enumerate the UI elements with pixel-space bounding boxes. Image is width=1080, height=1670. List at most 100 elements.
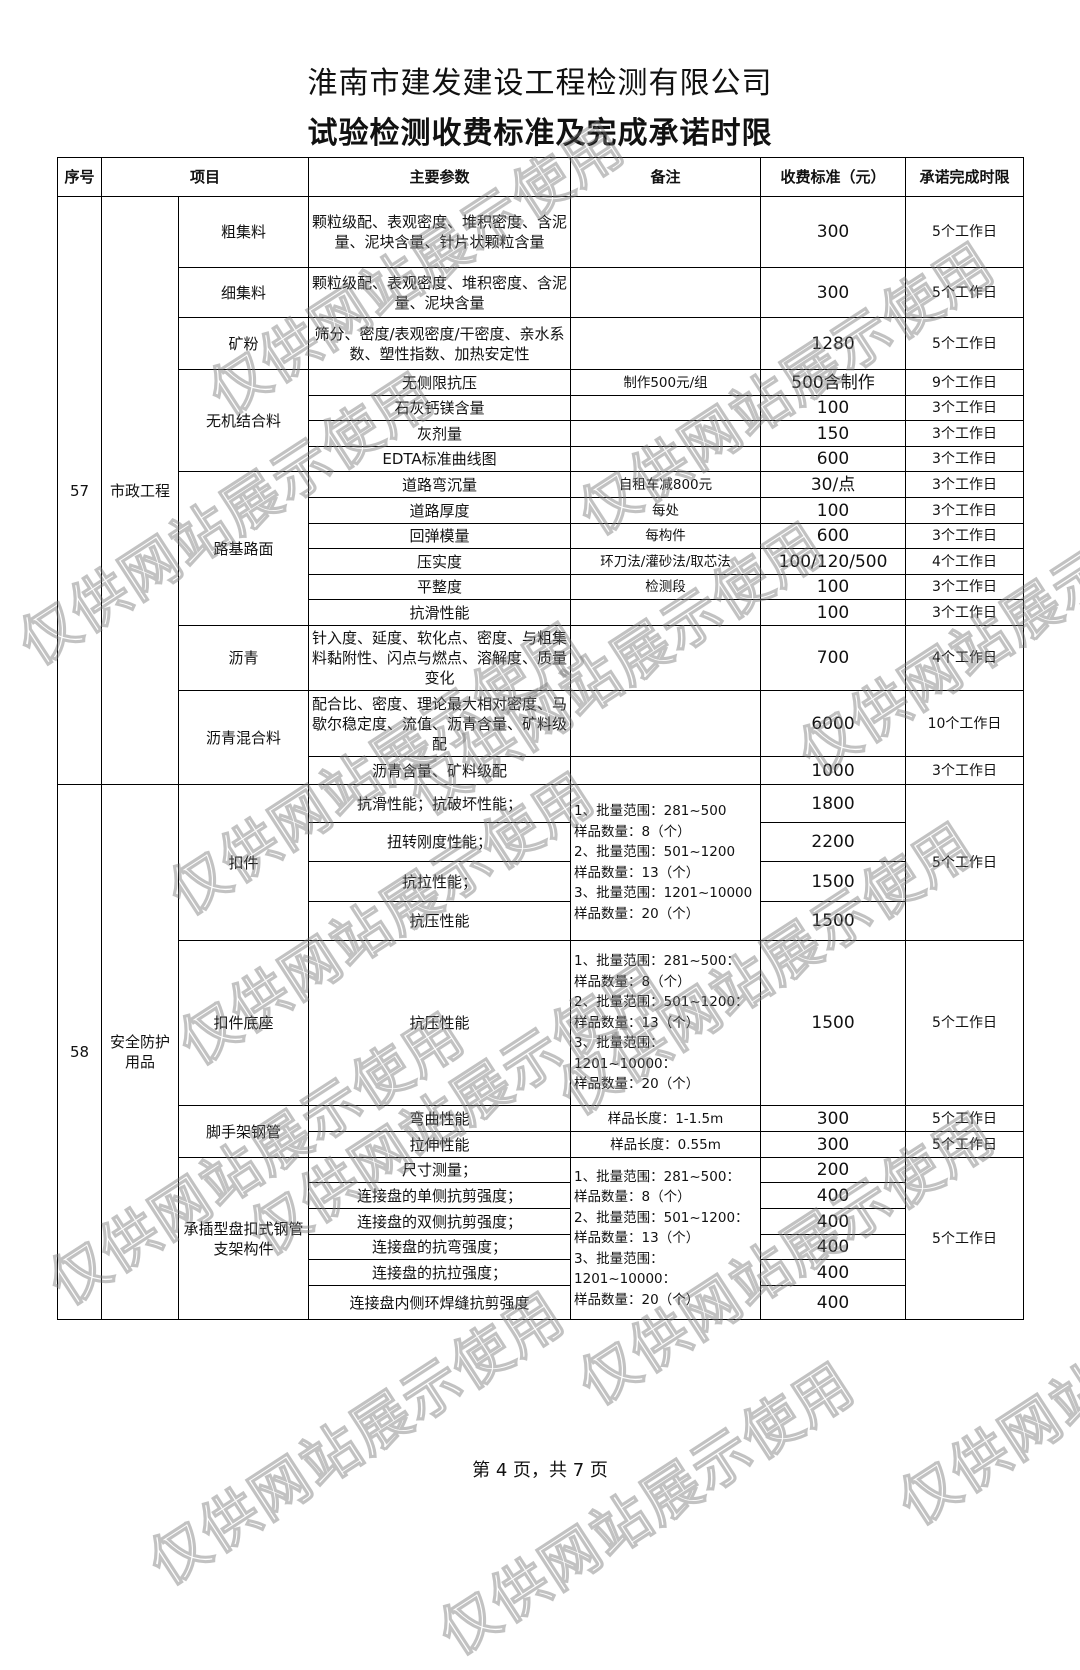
fee-cell: 600 (760, 446, 907, 472)
header-param: 主要参数 (308, 157, 572, 197)
param-cell: 抗拉性能； (308, 861, 572, 902)
fee-cell: 1280 (760, 317, 907, 370)
fee-cell: 700 (760, 625, 907, 691)
remark-cell (570, 420, 762, 447)
remark-cell (570, 196, 762, 268)
time-cell: 5个工作日 (905, 1131, 1025, 1158)
fee-cell: 100 (760, 599, 907, 626)
fee-cell: 1000 (760, 756, 907, 785)
param-cell: 抗压性能 (308, 940, 572, 1106)
param-cell: 配合比、密度、理论最大相对密度、马歇尔稳定度、流值、沥青含量、矿料级配 (308, 690, 572, 757)
param-cell: 抗滑性能；抗破坏性能； (308, 784, 572, 823)
fee-cell: 300 (760, 1131, 907, 1158)
table-row: 连接盘的抗弯强度； 400 (58, 1234, 1024, 1260)
remark-cell (570, 756, 762, 785)
remark-cell (570, 690, 762, 757)
table-row: 无机结合料 无侧限抗压 制作500元/组 500含制作 9个工作日 (58, 369, 1025, 472)
param-cell: 道路厚度 (308, 497, 572, 524)
param-cell: 抗压性能 (308, 901, 572, 941)
header-item: 项目 (100, 157, 310, 197)
page-footer: 第 4 页，共 7 页 (472, 1460, 608, 1481)
fee-cell: 1500 (760, 940, 907, 1106)
param-cell: 颗粒级配、表观密度、堆积密度、含泥量、泥块含量 (308, 267, 572, 318)
param-cell: 连接盘的双侧抗剪强度； (308, 1208, 572, 1235)
remark-cell: 制作500元/组 (570, 369, 762, 396)
table-row: 灰剂量 150 3个工作日 (58, 420, 1025, 447)
remark-cell: 1、批量范围：281~500 样品数量：8（个） 2、批量范围：501~1200… (570, 784, 762, 941)
time-cell: 4个工作日 (905, 625, 1025, 691)
param-cell: 沥青含量、矿料级配 (308, 756, 572, 785)
remark-cell: 样品长度：1-1.5m (570, 1105, 762, 1132)
section-number: 58 (57, 784, 102, 1320)
fee-cell: 100 (760, 395, 907, 421)
param-cell: 连接盘的抗拉强度； (308, 1259, 572, 1286)
group-name: 矿粉 (177, 317, 310, 370)
group-name: 脚手架钢管 (177, 1105, 310, 1158)
fee-cell: 200 (760, 1157, 907, 1183)
time-cell: 5个工作日 (905, 1157, 1025, 1320)
fee-cell: 400 (760, 1208, 907, 1235)
group-name: 沥青 (177, 625, 310, 691)
remark-cell (570, 599, 762, 626)
param-cell: 颗粒级配、表观密度、堆积密度、含泥量、泥块含量、针片状颗粒含量 (308, 196, 572, 268)
section-number: 57 (57, 196, 102, 785)
table-row: EDTA标准曲线图 600 3个工作日 (58, 446, 1025, 472)
header-no: 序号 (57, 157, 102, 197)
table-row: 沥青含量、矿料级配 1000 3个工作日 (58, 756, 1025, 785)
fee-cell: 1500 (760, 901, 907, 941)
param-cell: 道路弯沉量 (308, 471, 572, 498)
table-row: 平整度 检测段 100 3个工作日 (58, 574, 1025, 600)
table-row: 连接盘的双侧抗剪强度； 400 (58, 1208, 1024, 1235)
time-cell: 3个工作日 (905, 395, 1025, 421)
fee-cell: 1500 (760, 861, 907, 902)
table-row: 路基路面 道路弯沉量 自租车减800元 30/点 3个工作日 (58, 471, 1025, 626)
param-cell: 针入度、延度、软化点、密度、与粗集料黏附性、闪点与燃点、溶解度、质量变化 (308, 625, 572, 691)
param-cell: 平整度 (308, 574, 572, 600)
param-cell: 筛分、密度/表观密度/干密度、亲水系数、塑性指数、加热安定性 (308, 317, 572, 370)
table-row: 抗滑性能 100 3个工作日 (58, 599, 1025, 626)
table-row: 58 安全防护用品 扣件 抗滑性能；抗破坏性能； 1、批量范围：281~500 样品数量… (57, 784, 1025, 1320)
group-name: 扣件 (177, 784, 310, 941)
fee-cell: 400 (760, 1182, 907, 1209)
fee-cell: 150 (760, 420, 907, 447)
fee-cell: 300 (760, 196, 907, 268)
param-cell: EDTA标准曲线图 (308, 446, 572, 472)
fee-table: 序号 项目 主要参数 备注 收费标准（元） 承诺完成时限 57 市政工程 粗集料 颗粒… (57, 157, 1025, 1320)
time-cell: 5个工作日 (905, 784, 1025, 941)
group-name: 扣件底座 (177, 940, 310, 1106)
group-name: 沥青混合料 (177, 690, 310, 785)
fee-cell: 300 (760, 267, 907, 318)
remark-cell: 1、批量范围：281~500： 样品数量：8（个） 2、批量范围：501~120… (570, 1157, 762, 1320)
table-header-row: 序号 项目 主要参数 备注 收费标准（元） 承诺完成时限 (57, 157, 1025, 197)
fee-cell: 1800 (760, 784, 907, 823)
company-name: 淮南市建发建设工程检测有限公司 (307, 66, 773, 101)
time-cell: 9个工作日 (905, 369, 1025, 396)
header-time: 承诺完成时限 (905, 157, 1025, 197)
param-cell: 弯曲性能 (308, 1105, 572, 1132)
fee-cell: 600 (760, 523, 907, 549)
table-row: 连接盘内侧环焊缝抗剪强度 400 (58, 1285, 1024, 1320)
remark-cell (570, 446, 762, 472)
remark-cell: 每构件 (570, 523, 762, 549)
time-cell: 3个工作日 (905, 420, 1025, 447)
table-row: 扣件底座 抗压性能 1、批量范围：281~500： 样品数量：8（个） 2、批量范围… (58, 940, 1025, 1106)
time-cell: 5个工作日 (905, 1105, 1025, 1132)
param-cell: 回弹模量 (308, 523, 572, 549)
param-cell: 连接盘内侧环焊缝抗剪强度 (308, 1285, 572, 1320)
group-name: 无机结合料 (177, 369, 310, 472)
table-row: 沥青混合料 配合比、密度、理论最大相对密度、马歇尔稳定度、流值、沥青含量、矿料级配… (58, 690, 1025, 785)
table-row: 压实度 环刀法/灌砂法/取芯法 100/120/500 4个工作日 (58, 548, 1025, 575)
table-row: 矿粉 筛分、密度/表观密度/干密度、亲水系数、塑性指数、加热安定性 1280 5个工作… (58, 317, 1025, 370)
fee-cell: 100/120/500 (760, 548, 907, 575)
section-category: 市政工程 (101, 196, 179, 785)
time-cell: 5个工作日 (905, 940, 1025, 1106)
remark-cell (570, 395, 762, 421)
table-row: 57 市政工程 粗集料 颗粒级配、表观密度、堆积密度、含泥量、泥块含量、针片状颗粒含量… (57, 196, 1025, 785)
param-cell: 压实度 (308, 548, 572, 575)
remark-cell (570, 625, 762, 691)
time-cell: 5个工作日 (905, 196, 1025, 268)
param-cell: 灰剂量 (308, 420, 572, 447)
section-category: 安全防护用品 (101, 784, 179, 1320)
time-cell: 5个工作日 (905, 317, 1025, 370)
remark-cell (570, 267, 762, 318)
